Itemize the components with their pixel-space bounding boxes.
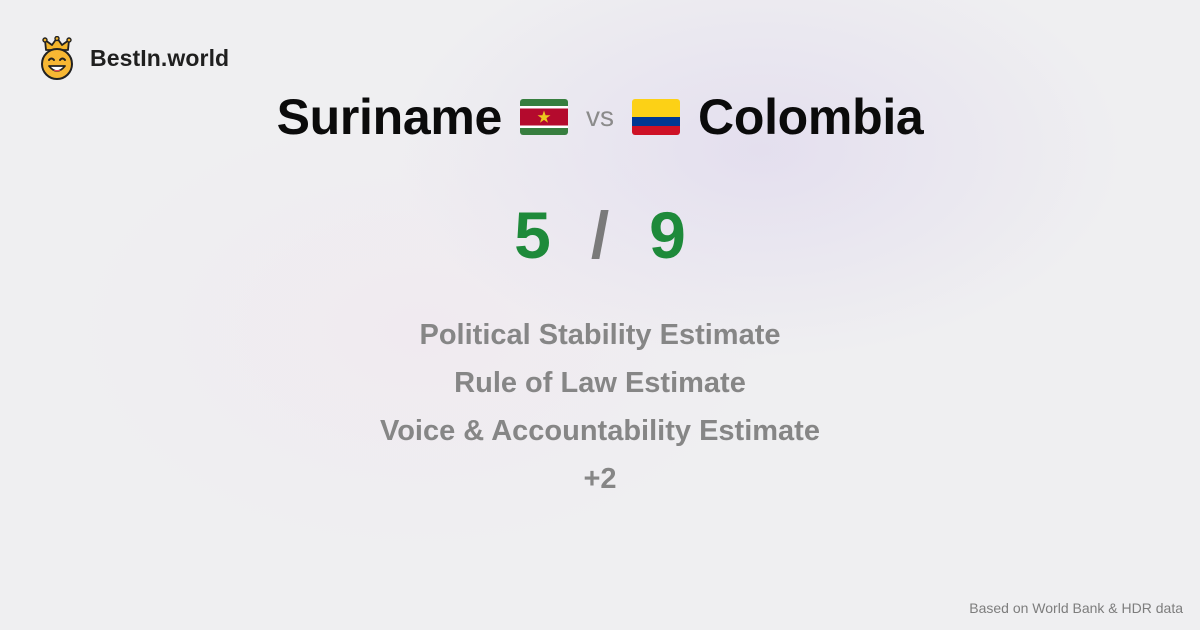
vs-label: vs <box>586 101 615 132</box>
metric-item: Rule of Law Estimate <box>454 367 746 399</box>
right-country-name[interactable]: Colombia <box>698 89 924 145</box>
comparison-title: Suriname vs Colombia <box>0 86 1200 148</box>
left-score: 5 <box>514 198 551 272</box>
suriname-flag-icon <box>520 99 569 135</box>
data-source-note: Based on World Bank & HDR data <box>969 600 1183 616</box>
crown-smiley-icon <box>41 36 73 80</box>
metric-item: Voice & Accountability Estimate <box>380 415 820 447</box>
left-country-name[interactable]: Suriname <box>276 89 503 145</box>
brand-name: BestIn.world <box>90 44 230 71</box>
brand[interactable]: BestIn.world <box>38 35 229 81</box>
metric-list: Political Stability Estimate Rule of Law… <box>0 312 1200 456</box>
score-separator: / <box>590 198 610 272</box>
colombia-flag-icon <box>632 99 681 135</box>
score-display: 5 / 9 <box>0 195 1200 275</box>
more-metrics-count: +2 <box>583 463 617 495</box>
metric-item: Political Stability Estimate <box>419 319 781 351</box>
right-score: 9 <box>649 198 686 272</box>
